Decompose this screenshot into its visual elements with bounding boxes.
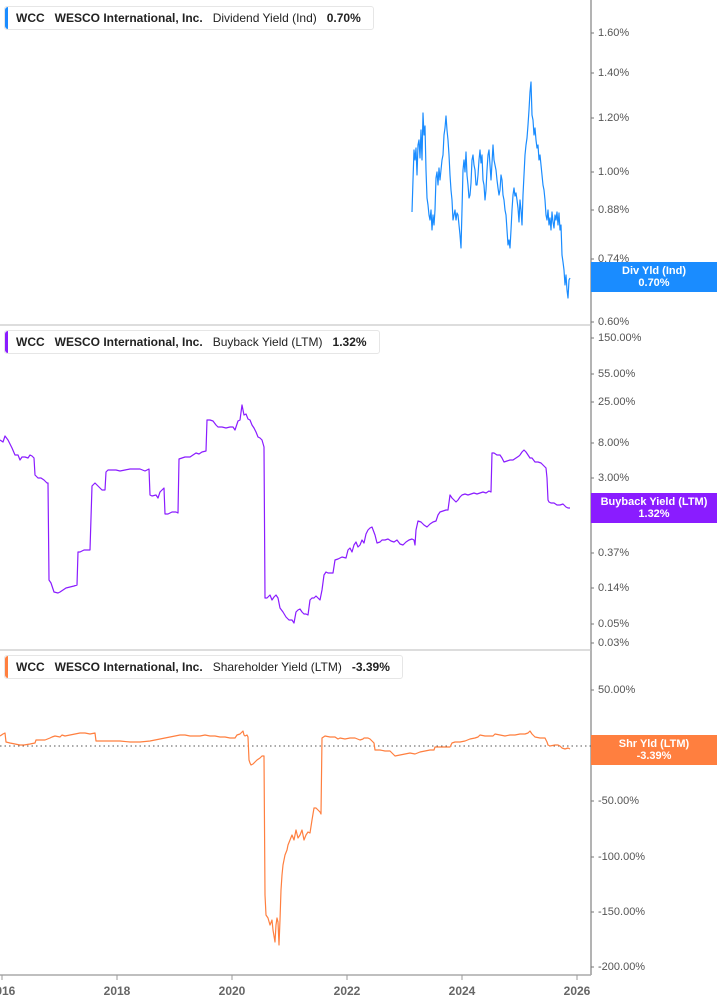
y-tick-label: 55.00% (598, 368, 636, 380)
legend-value: -3.39% (351, 660, 390, 674)
y-tick-label: 3.00% (598, 472, 630, 484)
legend-metric: Buyback Yield (LTM) (212, 335, 323, 349)
current-value-tag-dividend: Div Yld (Ind) 0.70% (591, 262, 717, 292)
legend-company: WESCO International, Inc. (54, 660, 203, 674)
tag-value: 0.70% (638, 277, 670, 289)
x-tick-label: 2016 (0, 984, 16, 998)
y-tick-label: 25.00% (598, 396, 636, 408)
y-tick-label: 0.14% (598, 582, 630, 594)
buyback-yield-line (0, 404, 570, 624)
dividend-yield-line (411, 81, 571, 299)
y-tick-label: -50.00% (598, 795, 639, 807)
y-tick-label: -150.00% (598, 906, 646, 918)
shareholder-yield-line (0, 730, 571, 946)
y-tick-label: 1.20% (598, 112, 630, 124)
x-tick-label: 2026 (563, 984, 591, 998)
legend-shareholder-yield[interactable]: WCC WESCO International, Inc. Shareholde… (4, 655, 403, 679)
y-tick-label: -200.00% (598, 961, 646, 973)
x-tick-label: 2020 (218, 984, 246, 998)
current-value-tag-shareholder: Shr Yld (LTM) -3.39% (591, 735, 717, 765)
tag-label: Buyback Yield (LTM) (600, 496, 708, 508)
tag-value: 1.32% (638, 508, 670, 520)
current-value-tag-buyback: Buyback Yield (LTM) 1.32% (591, 493, 717, 523)
legend-color-swatch (5, 331, 8, 353)
y-tick-label: 0.37% (598, 547, 630, 559)
y-tick-label: 0.03% (598, 637, 630, 649)
legend-value: 1.32% (332, 335, 367, 349)
x-axis-ticks (1, 975, 578, 980)
legend-company: WESCO International, Inc. (54, 335, 203, 349)
y-tick-label: 0.60% (598, 316, 630, 328)
y-axis-tick-marks (591, 32, 594, 968)
legend-color-swatch (5, 7, 8, 29)
legend-company: WESCO International, Inc. (54, 11, 203, 25)
legend-ticker: WCC (16, 335, 45, 349)
tag-label: Shr Yld (LTM) (618, 738, 690, 750)
y-tick-label: 150.00% (598, 332, 642, 344)
y-tick-label: 1.00% (598, 166, 630, 178)
legend-metric: Dividend Yield (Ind) (212, 11, 317, 25)
legend-buyback-yield[interactable]: WCC WESCO International, Inc. Buyback Yi… (4, 330, 380, 354)
x-tick-label: 2022 (333, 984, 361, 998)
legend-ticker: WCC (16, 11, 45, 25)
y-tick-label: 1.60% (598, 27, 630, 39)
x-tick-label: 2018 (103, 984, 131, 998)
tag-value: -3.39% (636, 750, 672, 762)
legend-dividend-yield[interactable]: WCC WESCO International, Inc. Dividend Y… (4, 6, 374, 30)
y-tick-label: 0.88% (598, 204, 630, 216)
y-tick-label: 0.05% (598, 618, 630, 630)
y-tick-label: 1.40% (598, 67, 630, 79)
y-tick-label: 8.00% (598, 437, 630, 449)
legend-value: 0.70% (326, 11, 361, 25)
legend-metric: Shareholder Yield (LTM) (212, 660, 342, 674)
x-tick-label: 2024 (448, 984, 476, 998)
tag-label: Div Yld (Ind) (622, 265, 686, 277)
legend-ticker: WCC (16, 660, 45, 674)
legend-color-swatch (5, 656, 8, 678)
y-tick-label: -100.00% (598, 851, 646, 863)
y-tick-label: 50.00% (598, 684, 636, 696)
